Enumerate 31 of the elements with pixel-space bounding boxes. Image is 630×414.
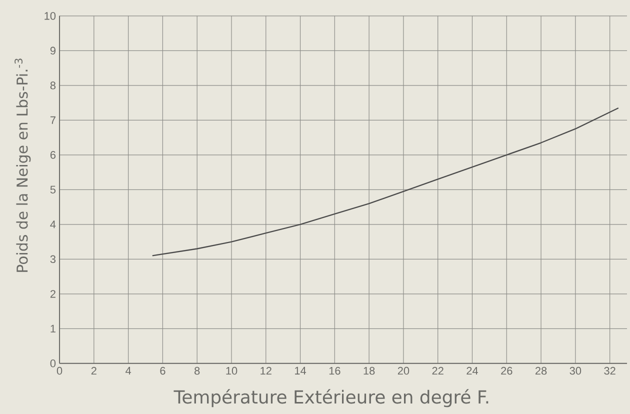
x-tick-label: 10 [226,366,238,375]
x-tick-label: 4 [126,366,132,374]
line-series [152,107,620,256]
x-tick-label: 20 [398,366,410,375]
x-tick-label: 2 [91,366,96,374]
x-tick-label: 22 [432,366,444,374]
y-tick-label: 5 [50,186,56,194]
x-tick-label: 26 [501,366,512,375]
x-tick-label: 14 [295,366,306,374]
y-tick-label: 4 [50,220,56,228]
y-tick-label: 1 [50,324,56,332]
y-tick-label: 8 [50,81,56,90]
y-tick-label: 10 [44,12,56,20]
x-tick-label: 16 [329,366,340,375]
y-tick-label: 3 [50,255,56,263]
x-tick-label: 6 [160,366,166,375]
x-tick-label: 24 [466,366,478,374]
x-tick-label: 28 [535,366,547,375]
y-tick-label: 9 [50,46,56,54]
x-axis-title: Température Extérieure en degré F. [174,389,488,408]
x-tick-label: 0 [56,366,62,375]
y-tick-label: 2 [50,290,56,298]
x-tick-label: 12 [260,366,272,374]
x-tick-label: 8 [194,366,200,375]
y-axis-title: Poids de la Neige en Lbs-Pi.$^{-3}$ [14,58,31,272]
x-tick-label: 30 [570,366,582,375]
y-tick-label: 0 [50,359,56,368]
y-tick-label: 6 [50,150,56,159]
x-tick-label: 18 [364,366,375,375]
x-tick-label: 32 [604,366,616,375]
y-tick-label: 7 [50,116,56,124]
